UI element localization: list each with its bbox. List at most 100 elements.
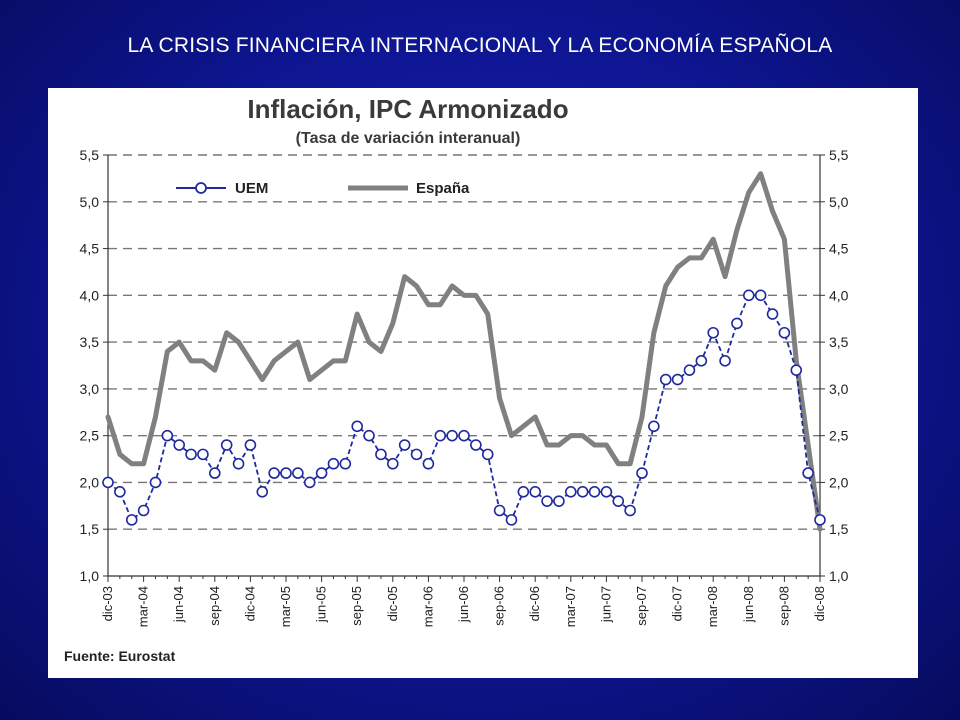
series-uem-point — [517, 485, 530, 498]
x-tick-label: mar-06 — [420, 586, 435, 627]
series-uem-point — [386, 457, 399, 470]
series-uem-point — [659, 373, 672, 386]
legend-uem-label: UEM — [235, 180, 268, 197]
series-uem-point — [292, 467, 304, 479]
series-uem-point — [197, 448, 209, 461]
y-tick-label-right: 1,0 — [829, 568, 849, 584]
y-tick-label-left: 1,5 — [80, 521, 100, 537]
x-axis: dic-03 mar-04 jun-04 sep-04 dic-04 mar-05 jun-… — [100, 575, 827, 627]
series-uem-point — [173, 439, 185, 451]
series-uem-point — [327, 457, 340, 470]
series-uem-point — [802, 467, 814, 479]
series-uem-point — [256, 485, 269, 498]
x-tick-label: mar-07 — [563, 586, 578, 627]
y-tick-label-left: 3,5 — [80, 334, 100, 350]
x-tick-label: sep-05 — [349, 586, 364, 626]
x-tick-label: mar-05 — [278, 586, 293, 627]
series-uem-point — [446, 429, 458, 442]
series-uem-point — [232, 457, 245, 470]
series-uem-point — [648, 420, 660, 433]
series-uem-point — [553, 495, 565, 507]
x-tick-label: dic-04 — [242, 586, 257, 621]
series-uem-point — [731, 317, 743, 330]
series-uem-point — [209, 467, 221, 479]
chart-panel: Inflación, IPC Armonizado (Tasa de varia… — [48, 88, 918, 678]
y-tick-label-right: 3,5 — [829, 334, 849, 350]
x-tick-label: dic-08 — [812, 586, 827, 621]
series-uem-point — [683, 364, 696, 376]
series-uem-point — [541, 495, 553, 507]
x-tick-label: sep-06 — [492, 586, 507, 626]
x-tick-label: jun-06 — [456, 586, 471, 623]
y-tick-label-right: 5,0 — [829, 194, 849, 210]
series-uem-point — [220, 439, 233, 451]
y-tick-label-left: 1,0 — [80, 568, 100, 584]
y-tick-label-left: 5,5 — [80, 147, 100, 163]
y-tick-label-right: 2,0 — [829, 474, 849, 490]
series-uem-point — [766, 308, 779, 320]
series-uem-point — [268, 467, 280, 479]
y-tick-label-left: 3,0 — [80, 381, 100, 397]
series-uem-point — [102, 476, 114, 489]
series-uem-point — [315, 467, 328, 479]
series-uem-point — [719, 355, 731, 367]
series-uem-point — [375, 448, 387, 461]
series-uem-point — [576, 485, 589, 498]
x-tick-label: jun-07 — [598, 586, 613, 623]
series-uem-point — [339, 457, 352, 470]
series-uem-point — [493, 504, 506, 517]
inflation-chart: Inflación, IPC Armonizado (Tasa de varia… — [64, 94, 849, 664]
series-uem-point — [671, 373, 684, 386]
series-uem-point — [125, 514, 138, 526]
slide-title: LA CRISIS FINANCIERA INTERNACIONAL Y LA … — [127, 34, 833, 57]
y-axis-right: 1,0 1,5 2,0 2,5 3,0 3,5 4,0 4,5 5,0 5,5 — [819, 147, 849, 584]
series-uem-point — [600, 485, 613, 498]
source-note: Fuente: Eurostat — [64, 648, 176, 664]
series-uem-point — [244, 439, 257, 451]
series-uem-point — [481, 448, 494, 461]
y-tick-label-right: 4,5 — [829, 241, 849, 257]
series-uem-point — [422, 457, 435, 470]
series-uem-point — [505, 514, 518, 526]
y-tick-label-left: 4,0 — [80, 287, 100, 303]
series-uem-point — [814, 514, 826, 526]
series-uem-point — [707, 326, 720, 339]
series-espana-line — [105, 171, 823, 532]
y-axis-left: 1,0 1,5 2,0 2,5 3,0 3,5 4,0 4,5 5,0 5,5 — [80, 147, 109, 584]
series-layer — [102, 171, 826, 532]
series-uem-point — [137, 504, 150, 517]
series-uem-point — [624, 504, 636, 517]
legend-uem-marker-icon — [195, 182, 207, 194]
series-uem-point — [588, 485, 601, 498]
y-tick-label-right: 3,0 — [829, 381, 849, 397]
series-uem-point — [303, 476, 316, 489]
series-uem-point — [363, 429, 375, 442]
x-tick-label: dic-03 — [100, 586, 115, 621]
y-tick-label-right: 1,5 — [829, 521, 849, 537]
series-uem-point — [695, 355, 708, 367]
x-tick-label: sep-07 — [634, 586, 649, 626]
y-tick-label-right: 4,0 — [829, 287, 849, 303]
y-tick-label-right: 2,5 — [829, 428, 849, 444]
x-tick-label: jun-04 — [171, 586, 186, 623]
legend: UEM España — [176, 180, 470, 197]
series-uem-point — [280, 467, 292, 479]
chart-subtitle: (Tasa de variación interanual) — [296, 130, 521, 147]
series-uem-point — [778, 326, 791, 339]
series-uem-point — [612, 495, 625, 507]
series-uem-point — [351, 420, 364, 433]
x-tick-label: jun-08 — [741, 586, 756, 623]
x-tick-label: jun-05 — [314, 586, 329, 623]
series-uem-point — [149, 476, 162, 489]
y-tick-label-right: 5,5 — [829, 147, 849, 163]
legend-espana-label: España — [416, 180, 470, 197]
series-uem-point — [790, 364, 803, 376]
x-tick-label: sep-08 — [776, 586, 791, 626]
chart-title: Inflación, IPC Armonizado — [247, 94, 568, 124]
x-tick-label: mar-08 — [705, 586, 720, 627]
series-uem-point — [458, 429, 470, 442]
x-tick-label: sep-04 — [207, 586, 222, 626]
series-uem-point — [742, 289, 755, 302]
y-tick-label-left: 2,0 — [80, 474, 100, 490]
y-tick-label-left: 4,5 — [80, 241, 100, 257]
